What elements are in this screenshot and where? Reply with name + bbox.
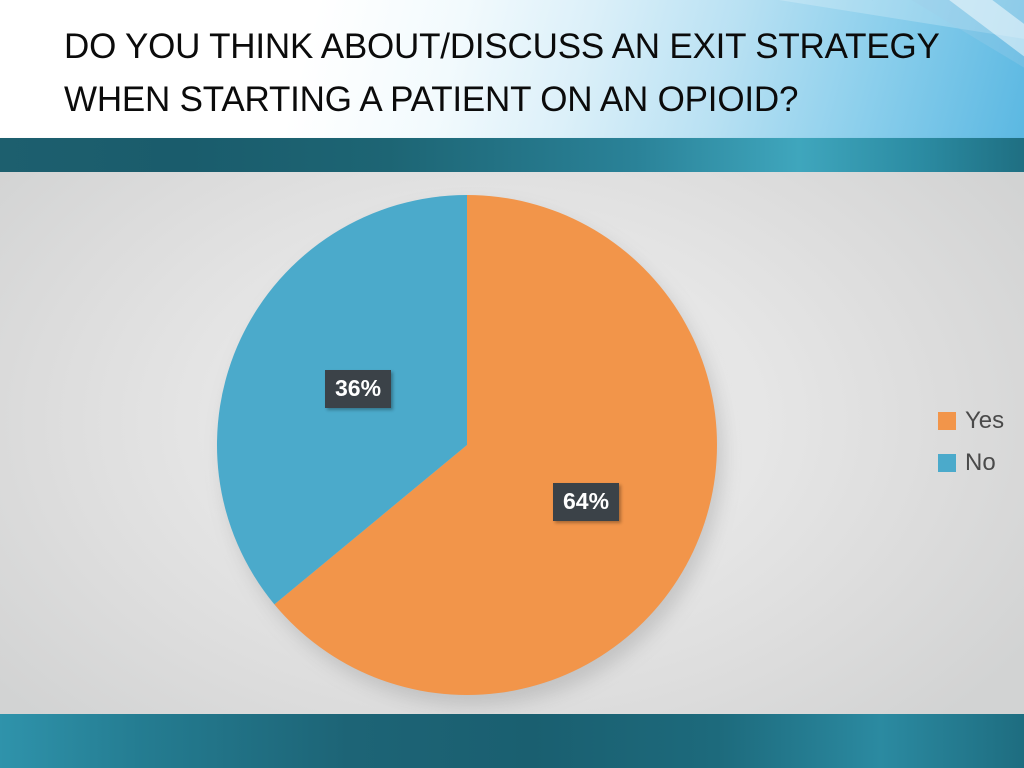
decorative-ray-icon [322, 0, 1024, 18]
pie-chart: 36% 64% [0, 172, 1024, 714]
data-label-yes: 64% [553, 483, 620, 521]
pie-svg [216, 195, 717, 695]
teal-divider-top [0, 138, 1024, 172]
legend-label-yes: Yes [965, 407, 1005, 434]
legend-item-no[interactable]: No [938, 442, 1024, 484]
chart-legend: Yes No [938, 400, 1024, 484]
pie-slice-yes[interactable] [274, 195, 717, 695]
legend-label-no: No [965, 449, 996, 476]
legend-item-yes[interactable]: Yes [938, 400, 1024, 442]
decorative-ray-icon [345, 0, 1024, 10]
data-label-no: 36% [325, 370, 392, 408]
slide-title: DO YOU THINK ABOUT/DISCUSS AN EXIT STRAT… [64, 27, 940, 119]
legend-swatch-yes-icon [938, 412, 956, 430]
chart-plot-area: 36% 64% Yes No [0, 172, 1024, 714]
title-band: DO YOU THINK ABOUT/DISCUSS AN EXIT STRAT… [0, 0, 1024, 138]
decorative-ray-icon [573, 0, 904, 1]
legend-swatch-no-icon [938, 454, 956, 472]
teal-divider-bottom [0, 714, 1024, 768]
